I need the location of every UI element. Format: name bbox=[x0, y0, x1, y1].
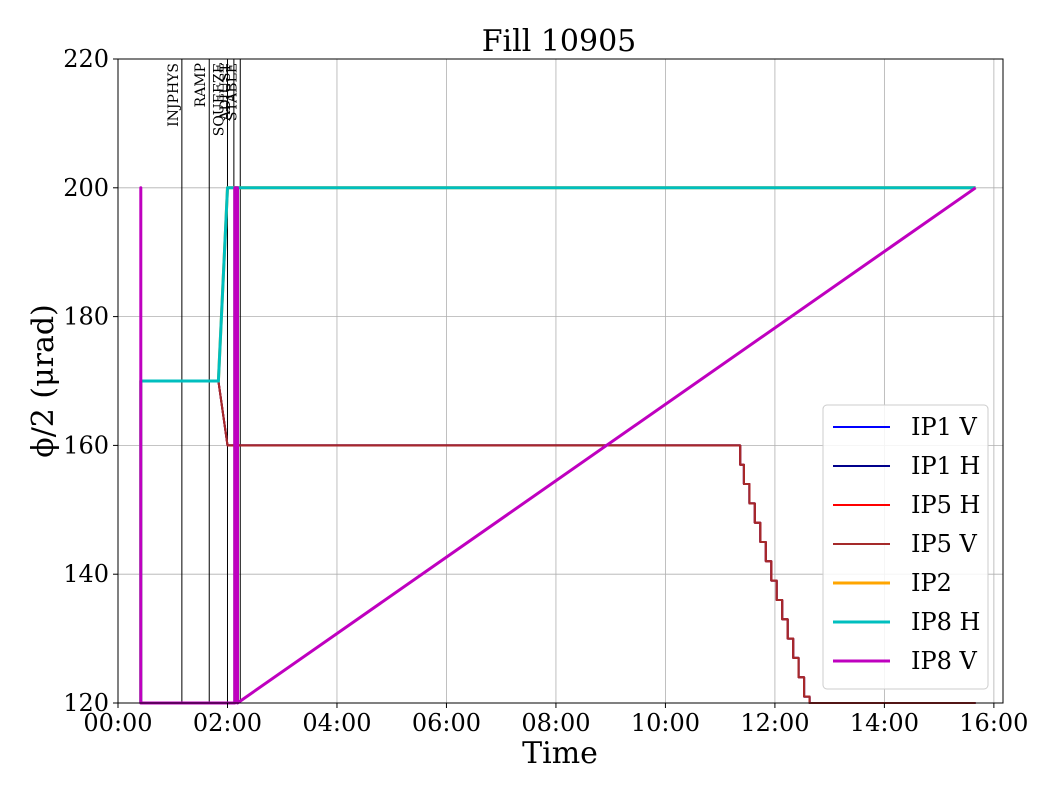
y-tick-label: 200 bbox=[63, 174, 109, 202]
legend-label: IP5 V bbox=[911, 530, 978, 558]
y-tick-label: 220 bbox=[63, 45, 109, 73]
y-tick-label: 120 bbox=[63, 689, 109, 717]
y-axis-title: ϕ/2 (μrad) bbox=[26, 304, 61, 458]
series-line bbox=[139, 380, 976, 704]
y-tick-label: 180 bbox=[63, 303, 109, 331]
x-axis-ticks: 00:00 02:00 04:00 06:00 08:00 10:00 12:00 14:00… bbox=[83, 703, 1028, 737]
legend-label: IP8 H bbox=[911, 608, 980, 636]
legend: IP1 V IP1 H IP5 H IP5 V IP2 IP8 H IP8 V bbox=[822, 404, 989, 690]
y-axis-ticks: 120 140 160 180 200 220 bbox=[63, 45, 118, 717]
legend-label: IP5 H bbox=[911, 491, 980, 519]
x-tick-label: 06:00 bbox=[412, 709, 481, 737]
x-tick-label: 08:00 bbox=[521, 709, 590, 737]
series-lines bbox=[139, 186, 977, 705]
x-axis-title: Time bbox=[522, 736, 598, 771]
x-tick-label: 12:00 bbox=[740, 709, 809, 737]
legend-label: IP1 H bbox=[911, 452, 980, 480]
x-tick-label: 16:00 bbox=[959, 709, 1028, 737]
legend-label: IP1 V bbox=[911, 413, 978, 441]
phase-label: ADJUST bbox=[218, 62, 234, 121]
x-tick-label: 00:00 bbox=[83, 709, 152, 737]
series-line bbox=[139, 186, 977, 705]
chart-title: Fill 10905 bbox=[482, 24, 637, 59]
phase-label: SQUEEZE bbox=[211, 63, 227, 136]
x-tick-label: 02:00 bbox=[193, 709, 262, 737]
y-tick-label: 140 bbox=[63, 560, 109, 588]
y-tick-label: 160 bbox=[63, 431, 109, 459]
legend-label: IP2 bbox=[911, 569, 952, 597]
x-tick-label: 14:00 bbox=[850, 709, 919, 737]
legend-label: IP8 V bbox=[911, 647, 978, 675]
legend-box bbox=[822, 404, 989, 690]
phase-label: RAMP bbox=[193, 63, 209, 107]
phase-label: STABLE bbox=[224, 63, 240, 121]
x-tick-label: 04:00 bbox=[302, 709, 371, 737]
plot-frame bbox=[117, 58, 1004, 704]
x-tick-label: 10:00 bbox=[631, 709, 700, 737]
phase-label: INJPHYS bbox=[166, 63, 182, 127]
